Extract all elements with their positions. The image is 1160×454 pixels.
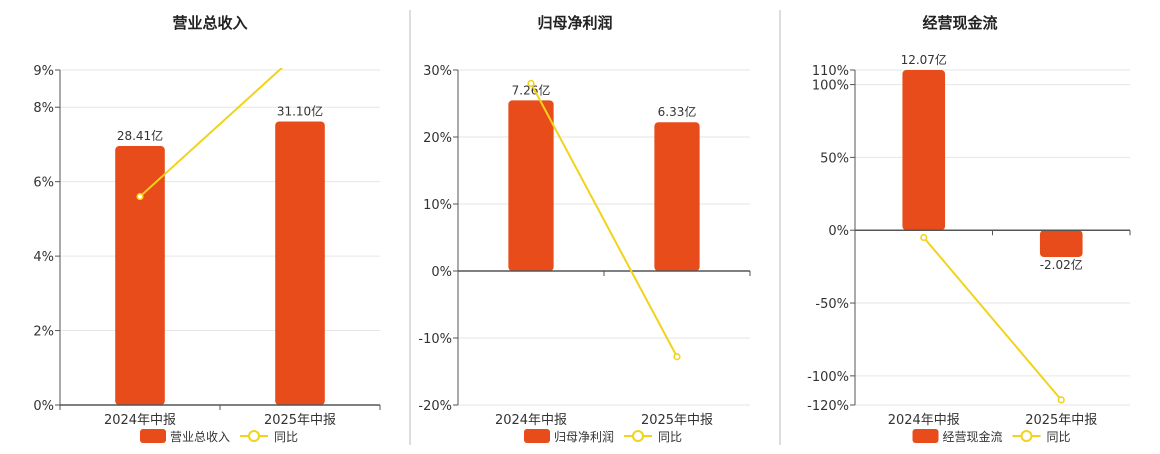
y-tick-label: 0% bbox=[431, 265, 452, 280]
bar-value-label: 31.10亿 bbox=[277, 104, 323, 119]
y-tick-label: 20% bbox=[423, 131, 452, 146]
y-tick-label: 8% bbox=[33, 101, 54, 116]
y-tick-label: 0% bbox=[828, 224, 849, 239]
y-tick-label: -120% bbox=[807, 399, 849, 414]
chart-title: 营业总收入 bbox=[172, 14, 247, 32]
chart-title: 经营现金流 bbox=[922, 14, 997, 32]
y-tick-label: 50% bbox=[820, 151, 849, 166]
x-tick-label: 2024年中报 bbox=[495, 413, 567, 428]
y-tick-label: 6% bbox=[33, 176, 54, 191]
y-tick-label: 4% bbox=[33, 250, 54, 265]
y-tick-label: 110% bbox=[812, 64, 849, 79]
x-tick-label: 2025年中报 bbox=[264, 413, 336, 428]
bar bbox=[508, 100, 554, 271]
bar-value-label: 12.07亿 bbox=[901, 52, 947, 67]
y-tick-label: 2% bbox=[33, 325, 54, 340]
y-tick-label: 0% bbox=[33, 399, 54, 414]
y-tick-label: -50% bbox=[815, 297, 849, 312]
yoy-line bbox=[139, 68, 284, 198]
legend-bar-swatch bbox=[912, 429, 939, 443]
legend-bar-swatch bbox=[524, 429, 550, 443]
bar-value-label: 28.41亿 bbox=[117, 128, 163, 143]
y-tick-label: 100% bbox=[812, 79, 849, 94]
legend-line-marker bbox=[248, 430, 260, 442]
bar bbox=[654, 122, 700, 271]
legend-line-marker bbox=[632, 430, 644, 442]
legend-line-label: 同比 bbox=[1047, 430, 1071, 444]
yoy-point bbox=[136, 192, 144, 201]
yoy-point bbox=[527, 79, 535, 87]
y-tick-label: -10% bbox=[418, 332, 452, 347]
legend-bar-swatch bbox=[140, 429, 166, 443]
y-tick-label: -20% bbox=[418, 399, 452, 414]
y-tick-label: 10% bbox=[423, 198, 452, 213]
legend-line-label: 同比 bbox=[658, 430, 682, 444]
y-tick-label: -100% bbox=[807, 370, 849, 385]
legend-bar-label: 经营现金流 bbox=[943, 429, 1003, 444]
bar bbox=[275, 121, 325, 405]
y-tick-label: 9% bbox=[33, 64, 54, 79]
x-tick-label: 2024年中报 bbox=[104, 413, 176, 428]
x-tick-label: 2025年中报 bbox=[641, 413, 713, 428]
chart-title: 归母净利润 bbox=[537, 14, 612, 32]
yoy-point bbox=[1057, 396, 1065, 404]
bar bbox=[1039, 230, 1083, 258]
yoy-line bbox=[530, 82, 678, 358]
x-tick-label: 2025年中报 bbox=[1025, 413, 1097, 428]
yoy-point bbox=[920, 233, 928, 242]
yoy-line bbox=[922, 236, 1063, 401]
bar-value-label: 7.26亿 bbox=[512, 82, 551, 97]
y-tick-label: 30% bbox=[423, 64, 452, 79]
bar bbox=[902, 70, 946, 231]
legend-bar-label: 营业总收入 bbox=[170, 430, 230, 444]
yoy-point bbox=[673, 353, 681, 361]
x-tick-label: 2024年中报 bbox=[888, 413, 960, 428]
bar-value-label: 6.33亿 bbox=[658, 104, 697, 119]
legend-line-marker bbox=[1020, 430, 1033, 442]
legend-line-label: 同比 bbox=[274, 430, 298, 444]
bar bbox=[115, 146, 165, 406]
bar-value-label: -2.02亿 bbox=[1040, 257, 1083, 272]
legend-bar-label: 归母净利润 bbox=[554, 430, 614, 444]
